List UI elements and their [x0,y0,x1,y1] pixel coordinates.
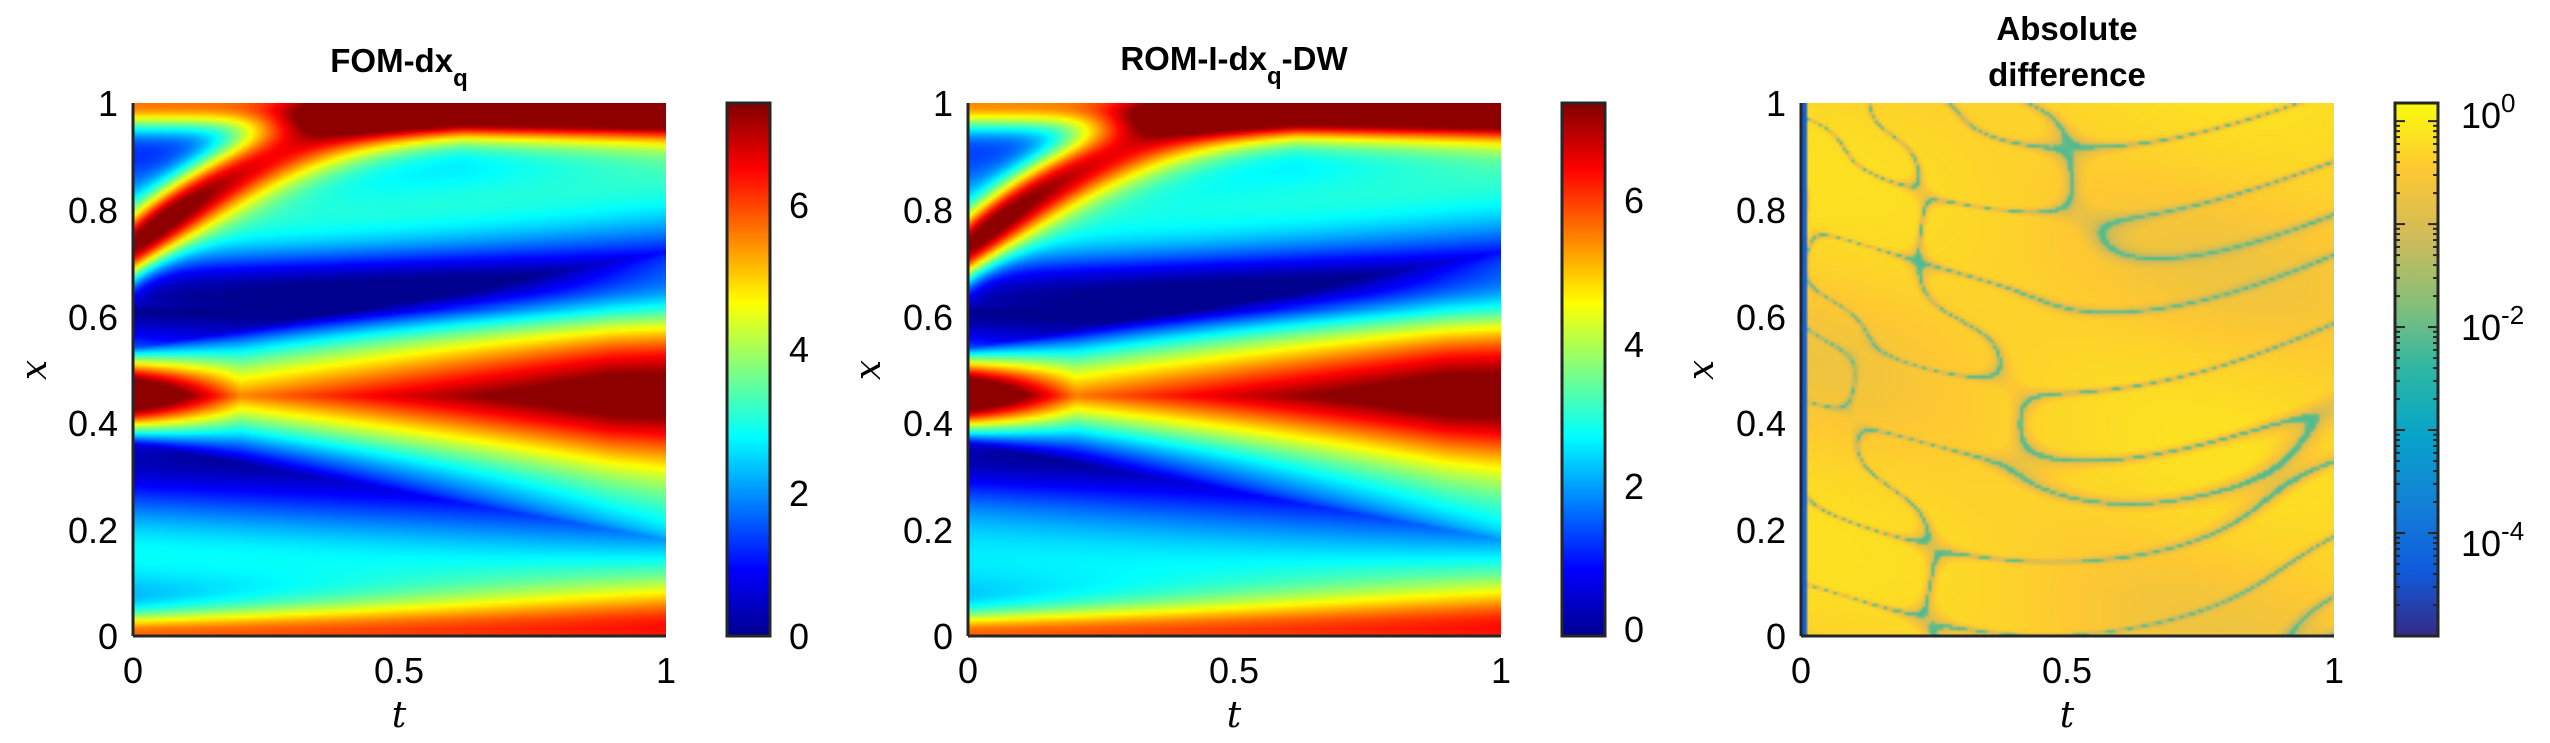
y-tick-label: 0.4 [68,403,118,444]
panel-title: difference [1988,56,2146,93]
y-tick-labels: 0 0.2 0.4 0.6 0.8 1 [903,83,953,657]
x-tick-label: 0 [1791,650,1811,691]
colorbar-tick-label: 6 [1624,180,1644,221]
panel-rom: ROM-I-dxq-DW 0 0.5 1 0 0.2 0.4 0.6 0.8 1… [848,40,1644,736]
x-tick-label: 1 [1491,650,1511,691]
colorbar-gradient [725,101,772,638]
colorbar: 100 10-2 10-4 [2393,88,2524,638]
y-tick-label: 0.4 [1736,403,1786,444]
colorbar-tick-label: 2 [1624,466,1644,507]
colorbar-tick-label: 4 [789,329,809,370]
y-tick-label: 1 [98,83,118,124]
colorbar: 0 2 4 6 [725,101,809,657]
y-axis-label: x [14,360,55,380]
colorbar-tick-label: 10-4 [2461,516,2524,564]
colorbar: 0 2 4 6 [1560,101,1644,650]
y-tick-label: 0.2 [1736,510,1786,551]
x-tick-labels: 0 0.5 1 [123,650,676,691]
heatmap-plot[interactable] [133,103,666,636]
colorbar-tick-label: 10-2 [2461,300,2524,348]
panel-abs-diff: Absolute difference 0 0.5 1 0 0.2 0.4 0.… [1681,10,2524,736]
panel-title: ROM-I-dxq-DW [1120,40,1348,90]
heatmap-plot[interactable] [1801,103,2334,636]
colorbar-tick-label: 4 [1624,324,1644,365]
x-axis-label: t [2060,695,2075,736]
y-tick-label: 0.6 [68,297,118,338]
colorbar-tick-label: 0 [1624,609,1644,650]
y-tick-label: 0.8 [903,190,953,231]
y-tick-labels: 0 0.2 0.4 0.6 0.8 1 [68,83,118,657]
x-tick-label: 1 [2324,650,2344,691]
colorbar-tick-label: 6 [789,185,809,226]
y-axis-label: x [1681,360,1722,380]
y-tick-label: 0.2 [903,510,953,551]
x-axis-label: t [392,695,407,736]
x-tick-label: 0 [123,650,143,691]
y-tick-label: 0.4 [903,403,953,444]
colorbar-gradient [2393,101,2440,638]
x-tick-label: 0 [958,650,978,691]
y-tick-label: 0 [1766,616,1786,657]
x-tick-label: 0.5 [2042,650,2092,691]
y-tick-label: 0.8 [1736,190,1786,231]
colorbar-tick-label: 0 [789,616,809,657]
colorbar-tick-label: 100 [2461,88,2516,136]
y-tick-label: 0.2 [68,510,118,551]
y-tick-label: 0.6 [903,297,953,338]
y-tick-label: 0.8 [68,190,118,231]
x-tick-labels: 0 0.5 1 [1791,650,2344,691]
colorbar-gradient [1560,101,1607,638]
y-tick-label: 1 [1766,83,1786,124]
y-tick-labels: 0 0.2 0.4 0.6 0.8 1 [1736,83,1786,657]
x-tick-labels: 0 0.5 1 [958,650,1511,691]
panel-fom: FOM-dxq 0 0.5 1 0 0.2 0.4 0.6 0.8 1 t x … [14,42,809,736]
panel-title: FOM-dxq [330,42,468,92]
panel-title: Absolute [1996,10,2137,47]
y-tick-label: 0 [98,616,118,657]
y-tick-label: 0.6 [1736,297,1786,338]
x-tick-label: 0.5 [374,650,424,691]
y-axis-label: x [848,360,889,380]
x-axis-label: t [1227,695,1242,736]
heatmap-plot[interactable] [968,103,1501,636]
colorbar-tick-label: 2 [789,473,809,514]
x-tick-label: 0.5 [1209,650,1259,691]
y-tick-label: 1 [933,83,953,124]
y-tick-label: 0 [933,616,953,657]
x-tick-label: 1 [656,650,676,691]
